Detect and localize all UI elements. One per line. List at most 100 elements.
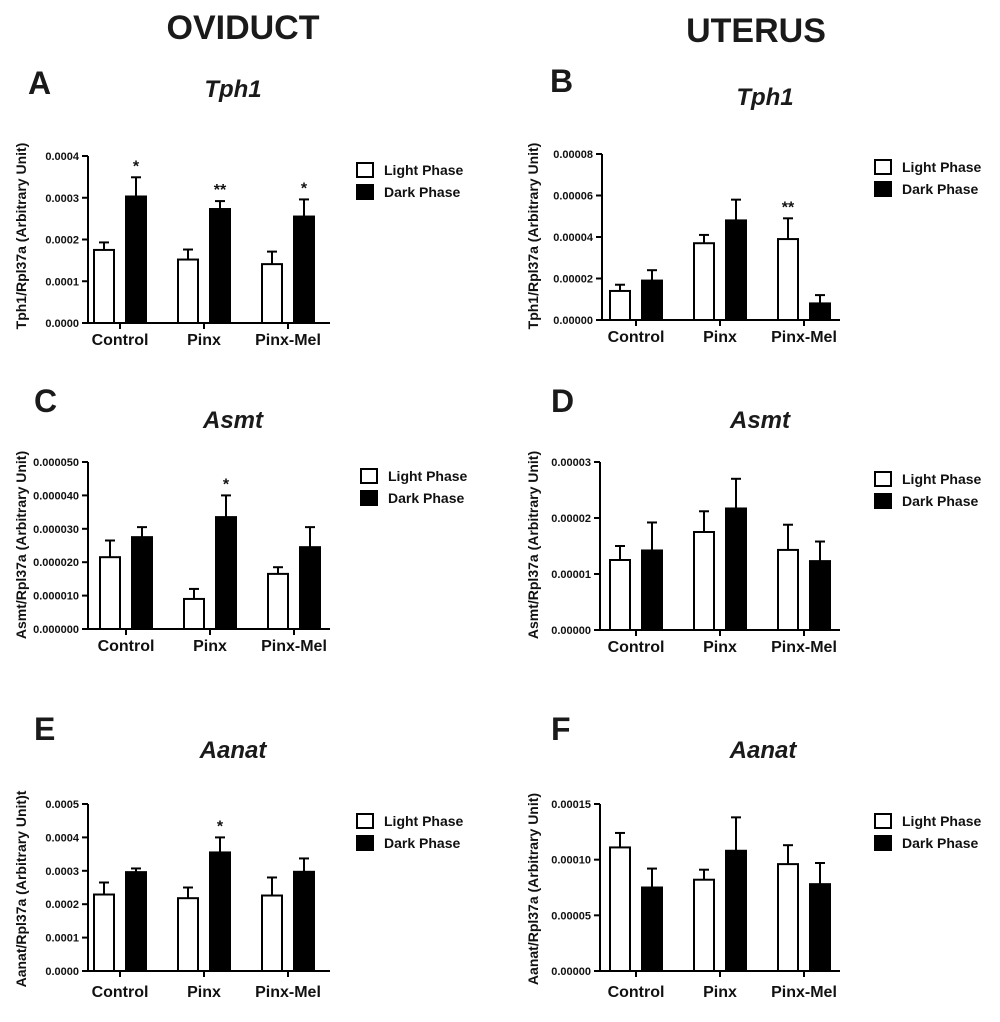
- x-tick-label: Control: [92, 984, 149, 1001]
- legend-label-dark: Dark Phase: [902, 835, 978, 851]
- bar-dark-pinx-mel: [299, 546, 321, 630]
- y-tick-label: 0.0002: [45, 235, 79, 247]
- y-axis-label: Tph1/Rpl37a (Arbitrary Unit): [525, 143, 541, 330]
- bar-dark-pinx-mel: [293, 870, 315, 972]
- x-tick-label: Pinx: [703, 639, 737, 656]
- y-tick-label: 0.000020: [33, 557, 79, 569]
- y-tick-label: 0.0001: [45, 933, 79, 945]
- y-tick-label: 0.00004: [553, 232, 594, 244]
- x-tick-label: Pinx: [187, 984, 221, 1001]
- x-tick-label: Pinx-Mel: [771, 639, 837, 656]
- y-tick-label: 0.0004: [45, 832, 80, 844]
- bar-light-pinx-mel: [777, 548, 799, 631]
- chart-title: Aanat: [729, 737, 798, 764]
- bar-light-pinx-mel: [777, 863, 799, 972]
- legend-label-dark: Dark Phase: [388, 490, 464, 506]
- bar-light-control: [609, 289, 631, 322]
- legend-label-dark: Dark Phase: [384, 184, 460, 200]
- bar-light-pinx: [693, 242, 715, 322]
- bar-light-control: [99, 556, 121, 630]
- legend-label-dark: Dark Phase: [384, 835, 460, 851]
- significance-marker: *: [217, 818, 224, 835]
- y-tick-label: 0.00000: [551, 625, 591, 637]
- bar-dark-control: [131, 536, 153, 631]
- bar-light-pinx: [177, 258, 199, 325]
- legend-label-light: Light Phase: [902, 159, 982, 175]
- y-axis-label: Asmt/Rpl37a (Arbitrary Unit): [525, 451, 541, 639]
- y-tick-label: 0.000030: [33, 524, 79, 536]
- y-tick-label: 0.000010: [33, 591, 79, 603]
- x-tick-label: Control: [608, 329, 665, 346]
- y-tick-label: 0.0002: [45, 899, 79, 911]
- y-tick-label: 0.0005: [45, 799, 79, 811]
- y-tick-label: 0.00008: [553, 149, 593, 161]
- bar-light-pinx-mel: [261, 263, 283, 325]
- x-tick-label: Pinx: [187, 332, 221, 349]
- bar-dark-pinx: [209, 208, 231, 325]
- bar-light-pinx: [183, 597, 205, 631]
- panel-c: C Asmt Asmt/Rpl37a (Arbitrary Unit) 0.00000…: [13, 383, 468, 655]
- y-axis-label: Tph1/Rpl37a (Arbitrary Unit): [13, 143, 29, 330]
- significance-marker: **: [214, 182, 227, 199]
- significance-marker: **: [782, 199, 795, 216]
- panel-letter: A: [28, 65, 51, 101]
- legend-label-light: Light Phase: [902, 471, 982, 487]
- y-tick-label: 0.00003: [551, 457, 591, 469]
- panel-b: B Tph1 Tph1/Rpl37a (Arbitrary Unit) 0.00000…: [525, 63, 982, 346]
- x-tick-label: Control: [98, 638, 155, 655]
- y-axis-label: Aanat/Rpl37a (Arbitrary Unit)t: [13, 790, 29, 987]
- legend-label-dark: Dark Phase: [902, 181, 978, 197]
- significance-marker: *: [223, 476, 230, 493]
- column-title-oviduct: OVIDUCT: [167, 9, 320, 47]
- y-tick-label: 0.00002: [551, 513, 591, 525]
- bar-light-pinx-mel: [267, 572, 289, 631]
- bar-dark-pinx: [215, 516, 237, 630]
- y-tick-label: 0.0004: [45, 151, 80, 163]
- bar-dark-pinx: [725, 507, 747, 632]
- chart-title: Asmt: [202, 407, 264, 434]
- y-tick-label: 0.00002: [553, 274, 593, 286]
- legend-swatch-dark: [360, 490, 378, 506]
- x-tick-label: Pinx: [703, 984, 737, 1001]
- legend-label-light: Light Phase: [384, 813, 464, 829]
- legend-swatch-dark: [874, 835, 892, 851]
- panel-letter: D: [551, 383, 574, 419]
- bar-light-pinx: [177, 897, 199, 972]
- bar-dark-pinx-mel: [809, 883, 831, 972]
- chart-title: Aanat: [199, 737, 268, 764]
- x-tick-label: Pinx: [193, 638, 227, 655]
- bar-dark-control: [641, 279, 663, 322]
- y-tick-label: 0.0003: [45, 866, 79, 878]
- column-title-uterus: UTERUS: [686, 12, 826, 50]
- y-tick-label: 0.00010: [551, 855, 591, 867]
- x-tick-label: Control: [608, 984, 665, 1001]
- panel-letter: C: [34, 383, 57, 419]
- bar-dark-pinx-mel: [293, 215, 315, 325]
- legend-swatch-light: [360, 468, 378, 484]
- legend-swatch-light: [874, 159, 892, 175]
- bar-light-control: [609, 559, 631, 631]
- legend-label-light: Light Phase: [384, 162, 464, 178]
- bar-dark-control: [125, 871, 147, 972]
- y-tick-label: 0.00000: [553, 315, 593, 327]
- y-tick-label: 0.000000: [33, 624, 79, 636]
- panel-letter: E: [34, 711, 55, 747]
- legend-swatch-light: [356, 162, 374, 178]
- legend-swatch-dark: [356, 184, 374, 200]
- significance-marker: *: [133, 158, 140, 175]
- bar-light-pinx-mel: [777, 238, 799, 321]
- legend-swatch-light: [356, 813, 374, 829]
- bar-dark-control: [125, 195, 147, 324]
- y-axis-label: Asmt/Rpl37a (Arbitrary Unit): [13, 451, 29, 639]
- bar-light-control: [609, 846, 631, 972]
- y-tick-label: 0.00015: [551, 799, 591, 811]
- y-tick-label: 0.0000: [45, 966, 79, 978]
- x-tick-label: Control: [608, 639, 665, 656]
- x-tick-label: Pinx-Mel: [771, 984, 837, 1001]
- y-tick-label: 0.0003: [45, 193, 79, 205]
- bar-light-pinx: [693, 878, 715, 972]
- legend-swatch-dark: [874, 181, 892, 197]
- chart-title: Tph1: [736, 84, 793, 111]
